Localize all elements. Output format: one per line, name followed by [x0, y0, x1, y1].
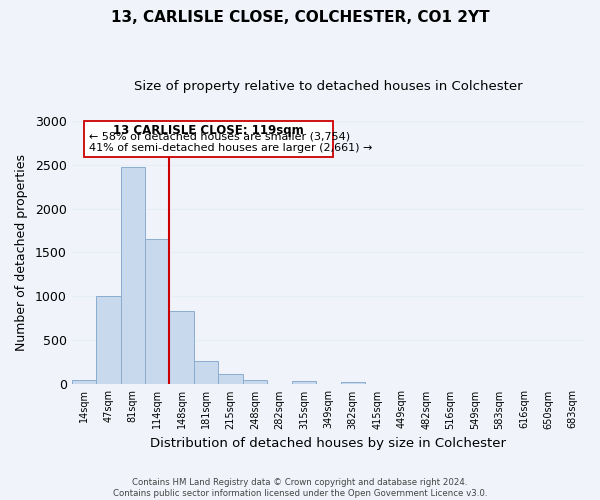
Bar	[341, 382, 365, 384]
Bar	[121, 167, 145, 384]
Title: Size of property relative to detached houses in Colchester: Size of property relative to detached ho…	[134, 80, 523, 93]
Bar	[292, 381, 316, 384]
Bar	[96, 296, 121, 384]
Text: 13, CARLISLE CLOSE, COLCHESTER, CO1 2YT: 13, CARLISLE CLOSE, COLCHESTER, CO1 2YT	[110, 10, 490, 25]
Bar	[169, 312, 194, 384]
Bar	[145, 240, 169, 384]
Bar	[243, 380, 267, 384]
Bar	[194, 360, 218, 384]
Text: 41% of semi-detached houses are larger (2,661) →: 41% of semi-detached houses are larger (…	[89, 142, 372, 152]
X-axis label: Distribution of detached houses by size in Colchester: Distribution of detached houses by size …	[151, 437, 506, 450]
FancyBboxPatch shape	[84, 120, 333, 156]
Text: Contains HM Land Registry data © Crown copyright and database right 2024.
Contai: Contains HM Land Registry data © Crown c…	[113, 478, 487, 498]
Y-axis label: Number of detached properties: Number of detached properties	[15, 154, 28, 351]
Bar	[71, 380, 96, 384]
Text: ← 58% of detached houses are smaller (3,754): ← 58% of detached houses are smaller (3,…	[89, 131, 350, 141]
Bar	[218, 374, 243, 384]
Text: 13 CARLISLE CLOSE: 119sqm: 13 CARLISLE CLOSE: 119sqm	[113, 124, 304, 137]
